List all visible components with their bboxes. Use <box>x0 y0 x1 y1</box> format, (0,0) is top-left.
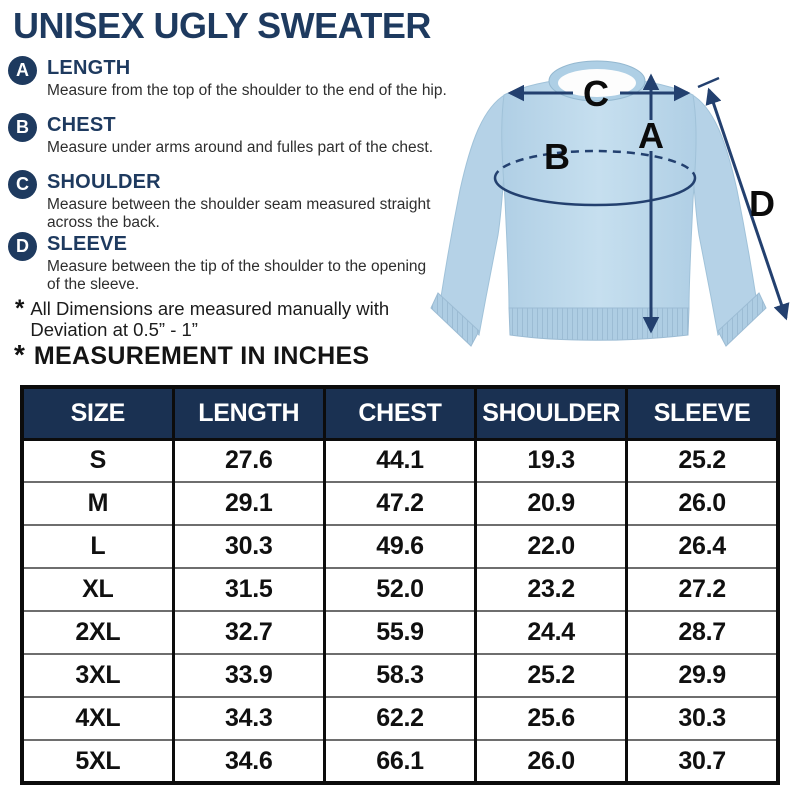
length-cell: 34.6 <box>171 739 325 783</box>
table-row: XL 31.5 52.0 23.2 27.2 <box>22 567 778 611</box>
sleeve-cell: 30.3 <box>625 696 778 740</box>
measurement-name: CHEST <box>47 114 116 136</box>
length-cell: 31.5 <box>171 567 325 611</box>
measurement-description: Measure under arms around and fulles par… <box>47 139 468 157</box>
description-line: Measure between the shoulder seam measur… <box>47 196 431 213</box>
measurement-item-sleeve: D SLEEVE Measure between the tip of the … <box>8 232 468 293</box>
chest-cell: 66.1 <box>322 739 476 783</box>
table-row: 3XL 33.9 58.3 25.2 29.9 <box>22 653 778 697</box>
chest-cell: 52.0 <box>322 567 476 611</box>
measurement-description: Measure between the shoulder seam measur… <box>47 196 468 231</box>
table-header-row: SIZE LENGTH CHEST SHOULDER SLEEVE <box>22 387 778 441</box>
table-heading: * MEASUREMENT IN INCHES <box>14 339 370 371</box>
length-cell: 34.3 <box>171 696 325 740</box>
size-cell: M <box>22 481 174 525</box>
chest-cell: 58.3 <box>322 653 476 697</box>
measurement-name: LENGTH <box>47 57 131 79</box>
note-line: Deviation at 0.5” - 1” <box>30 319 198 340</box>
shoulder-cell: 22.0 <box>474 524 627 568</box>
length-cell: 29.1 <box>171 481 325 525</box>
column-header-sleeve: SLEEVE <box>625 387 778 441</box>
diagram-label-d: D <box>749 183 775 224</box>
letter-badge-b: B <box>8 113 37 142</box>
column-header-size: SIZE <box>22 387 174 441</box>
chest-cell: 49.6 <box>322 524 476 568</box>
table-row: 2XL 32.7 55.9 24.4 28.7 <box>22 610 778 654</box>
size-cell: 5XL <box>22 739 174 783</box>
deviation-note: * All Dimensions are measured manually w… <box>15 295 445 341</box>
sleeve-cell: 28.7 <box>625 610 778 654</box>
sleeve-cell: 27.2 <box>625 567 778 611</box>
column-header-shoulder: SHOULDER <box>474 387 627 441</box>
diagram-label-a: A <box>638 115 664 156</box>
sleeve-cell: 26.4 <box>625 524 778 568</box>
sleeve-cell: 30.7 <box>625 739 778 783</box>
letter-badge-c: C <box>8 170 37 199</box>
chest-cell: 47.2 <box>322 481 476 525</box>
description-line: across the back. <box>47 213 160 231</box>
sweater-measurement-diagram: C A B D <box>430 60 790 347</box>
letter-badge-d: D <box>8 232 37 261</box>
measurement-description: Measure between the tip of the shoulder … <box>47 258 468 293</box>
shoulder-cell: 20.9 <box>474 481 627 525</box>
column-header-length: LENGTH <box>171 387 325 441</box>
letter-badge-a: A <box>8 56 37 85</box>
asterisk: * <box>14 339 25 370</box>
size-cell: 4XL <box>22 696 174 740</box>
description-line: Measure between the tip of the shoulder … <box>47 258 427 275</box>
shoulder-cell: 25.2 <box>474 653 627 697</box>
length-cell: 27.6 <box>171 439 325 482</box>
page-title: UNISEX UGLY SWEATER <box>13 5 431 46</box>
description-line: Measure under arms around and fulles par… <box>47 139 433 156</box>
table-row: L 30.3 49.6 22.0 26.4 <box>22 524 778 568</box>
chest-cell: 62.2 <box>322 696 476 740</box>
shoulder-cell: 25.6 <box>474 696 627 740</box>
measurement-item-length: A LENGTH Measure from the top of the sho… <box>8 56 468 100</box>
diagram-label-b: B <box>544 136 570 177</box>
measurement-arrows <box>493 73 790 334</box>
sleeve-cell: 26.0 <box>625 481 778 525</box>
measurement-name: SLEEVE <box>47 233 128 255</box>
table-row: 5XL 34.6 66.1 26.0 30.7 <box>22 739 778 783</box>
size-cell: L <box>22 524 174 568</box>
column-header-chest: CHEST <box>322 387 476 441</box>
length-cell: 30.3 <box>171 524 325 568</box>
measurement-name: SHOULDER <box>47 171 161 193</box>
length-cell: 33.9 <box>171 653 325 697</box>
size-table: SIZE LENGTH CHEST SHOULDER SLEEVE S 27.6… <box>20 385 780 785</box>
shoulder-cell: 23.2 <box>474 567 627 611</box>
sleeve-cell: 29.9 <box>625 653 778 697</box>
table-row: S 27.6 44.1 19.3 25.2 <box>22 439 778 482</box>
measurement-description: Measure from the top of the shoulder to … <box>47 82 468 100</box>
measurement-item-chest: B CHEST Measure under arms around and fu… <box>8 113 468 157</box>
chest-cell: 55.9 <box>322 610 476 654</box>
note-line: All Dimensions are measured manually wit… <box>30 298 390 319</box>
sleeve-cell: 25.2 <box>625 439 778 482</box>
description-line: of the sleeve. <box>47 275 140 293</box>
asterisk: * <box>15 295 25 322</box>
diagram-label-c: C <box>583 73 609 114</box>
shoulder-cell: 19.3 <box>474 439 627 482</box>
measurement-item-shoulder: C SHOULDER Measure between the shoulder … <box>8 170 468 231</box>
size-cell: XL <box>22 567 174 611</box>
description-line: Measure from the top of the shoulder to … <box>47 82 447 99</box>
length-cell: 32.7 <box>171 610 325 654</box>
shoulder-cell: 26.0 <box>474 739 627 783</box>
table-row: 4XL 34.3 62.2 25.6 30.3 <box>22 696 778 740</box>
table-row: M 29.1 47.2 20.9 26.0 <box>22 481 778 525</box>
table-heading-text: MEASUREMENT IN INCHES <box>33 342 370 370</box>
diagram-letter-labels: C A B D <box>544 73 775 224</box>
shoulder-cell: 24.4 <box>474 610 627 654</box>
size-cell: 2XL <box>22 610 174 654</box>
size-cell: 3XL <box>22 653 174 697</box>
chest-cell: 44.1 <box>322 439 476 482</box>
size-cell: S <box>22 439 174 482</box>
